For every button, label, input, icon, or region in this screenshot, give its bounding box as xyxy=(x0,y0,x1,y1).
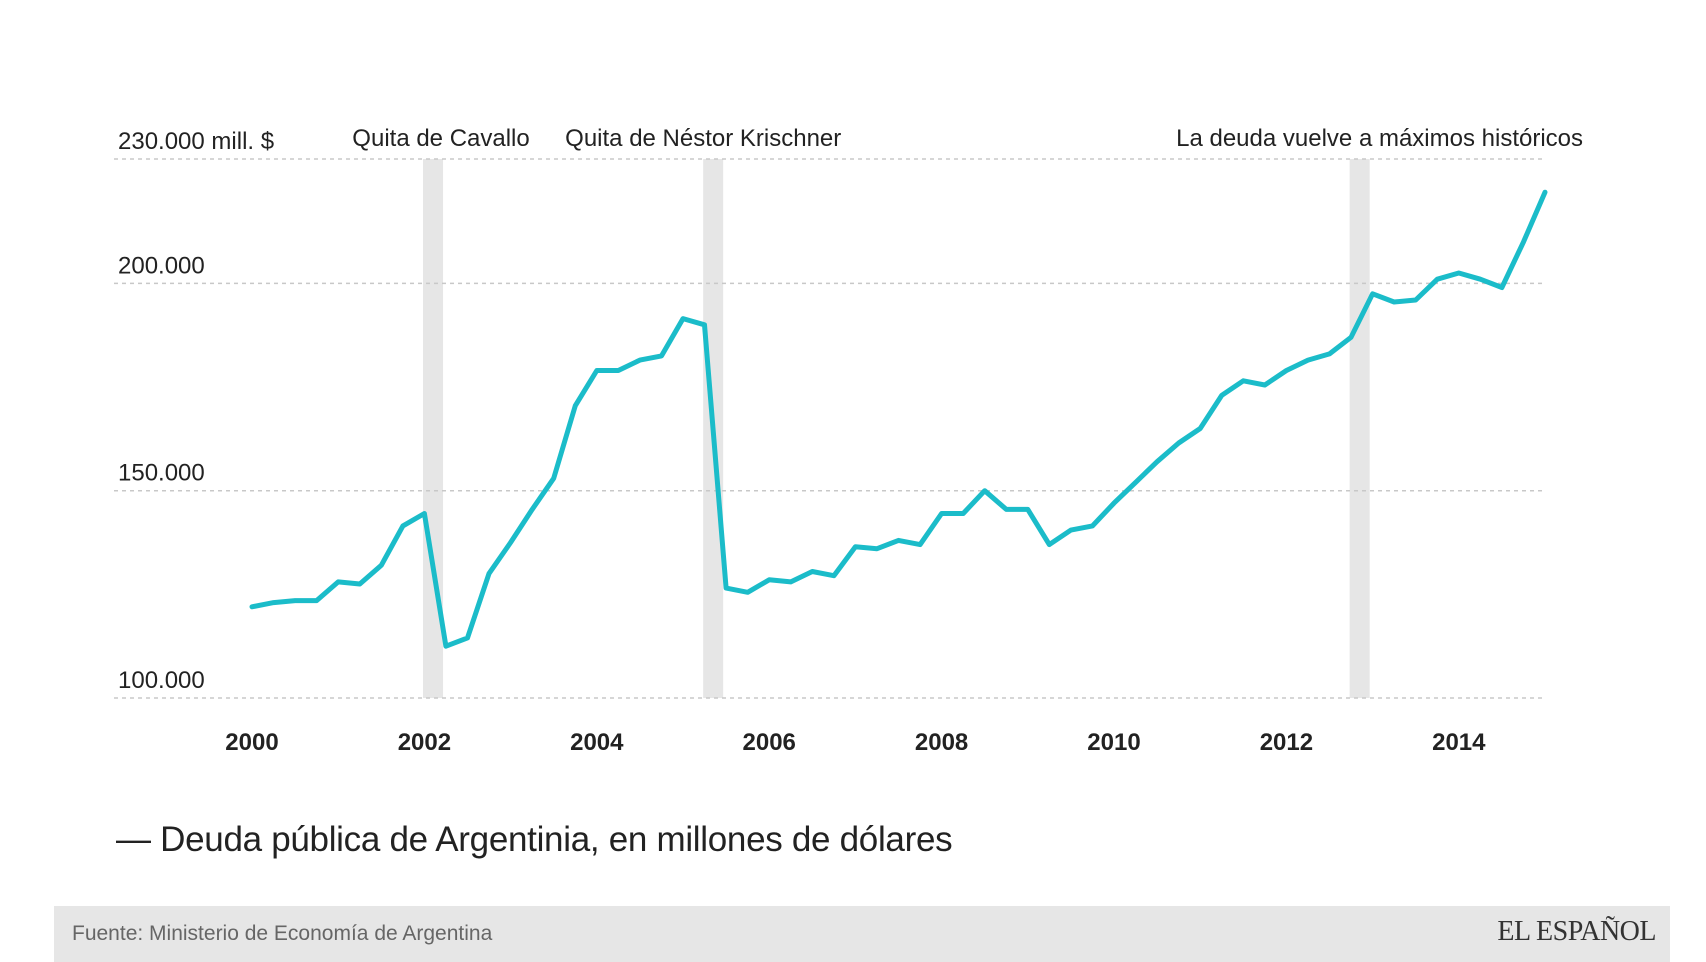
highlight-band-0 xyxy=(423,159,444,698)
y-tick-label: 200.000 xyxy=(118,252,205,279)
source-text: Fuente: Ministerio de Economía de Argent… xyxy=(72,922,493,945)
x-tick-label: 2004 xyxy=(570,729,624,756)
x-axis-labels: 2000 2002 2004 2006 2008 2010 2012 2014 xyxy=(225,729,1486,756)
highlight-bands xyxy=(423,159,1370,698)
y-tick-label: 100.000 xyxy=(118,667,205,694)
series-line-deuda xyxy=(249,189,1548,649)
legend-marker: — xyxy=(116,820,151,859)
gridlines xyxy=(114,158,1545,699)
x-tick-label: 2014 xyxy=(1432,729,1486,756)
x-tick-label: 2000 xyxy=(225,729,278,756)
x-tick-label: 2010 xyxy=(1087,729,1140,756)
annotation-label-2: La deuda vuelve a máximos históricos xyxy=(1176,125,1583,152)
footer-bar: Fuente: Ministerio de Economía de Argent… xyxy=(54,906,1670,962)
annotation-label-1: Quita de Néstor Krischner xyxy=(565,125,841,152)
annotations: Quita de Cavallo Quita de Néstor Krischne… xyxy=(352,125,1583,152)
legend-label: Deuda pública de Argentinia, en millones… xyxy=(160,820,953,859)
y-axis-labels: 230.000 mill. $ 200.000 150.000 100.000 xyxy=(118,128,274,694)
annotation-label-0: Quita de Cavallo xyxy=(352,125,529,152)
legend: — Deuda pública de Argentinia, en millon… xyxy=(116,820,953,860)
y-tick-label: 150.000 xyxy=(118,460,205,487)
x-tick-label: 2002 xyxy=(398,729,451,756)
x-tick-label: 2008 xyxy=(915,729,968,756)
highlight-band-2 xyxy=(1349,159,1370,698)
brand-logo: EL ESPAÑOL xyxy=(1497,916,1656,947)
x-tick-label: 2012 xyxy=(1260,729,1313,756)
x-tick-label: 2006 xyxy=(743,729,796,756)
y-tick-label: 230.000 mill. $ xyxy=(118,128,274,155)
